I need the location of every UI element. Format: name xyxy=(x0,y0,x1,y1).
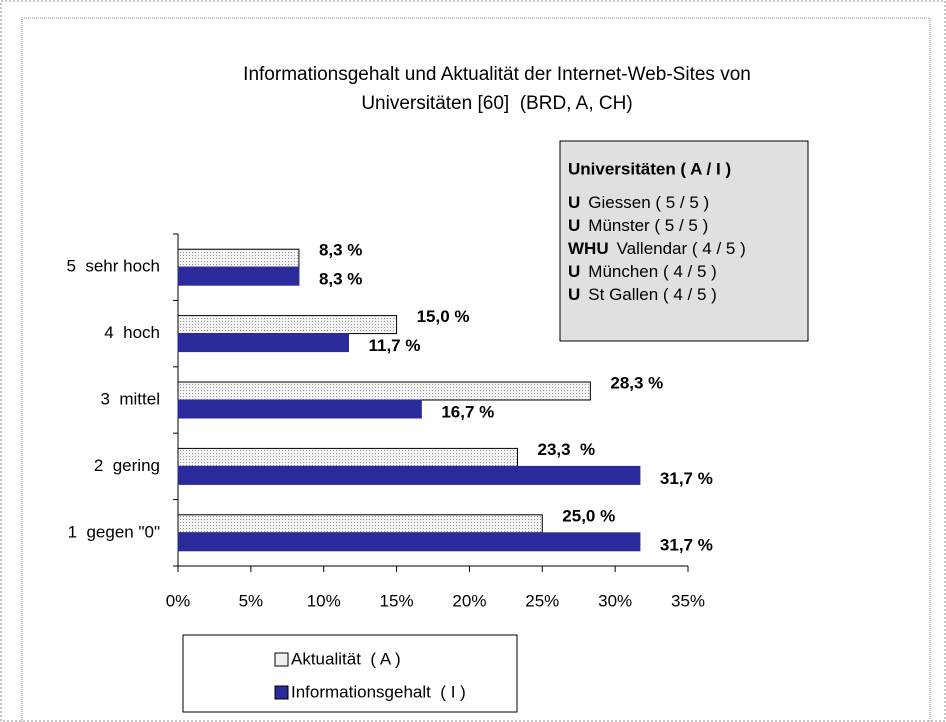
data-label: 8,3 % xyxy=(319,241,362,260)
bar xyxy=(177,447,519,467)
info-text: Münster ( 5 / 5 ) xyxy=(588,216,708,235)
bar xyxy=(177,248,300,268)
info-text: Giessen ( 5 / 5 ) xyxy=(588,193,709,212)
y-tick-label: 5 sehr hoch xyxy=(66,257,160,276)
chart-title: Informationsgehalt und Aktualität der In… xyxy=(243,64,751,85)
x-tick-label: 30% xyxy=(598,591,632,610)
legend xyxy=(182,634,518,713)
info-box xyxy=(559,140,809,342)
info-text: München ( 4 / 5 ) xyxy=(588,262,717,281)
data-label: 16,7 % xyxy=(441,402,494,421)
x-tick-label: 5% xyxy=(239,591,264,610)
info-prefix: U xyxy=(568,285,580,304)
y-tick-label: 2 gering xyxy=(94,456,160,475)
data-label: 23,3 % xyxy=(538,440,596,459)
bar xyxy=(177,266,300,286)
legend-swatch xyxy=(274,685,289,700)
chart-frame xyxy=(21,17,931,722)
bar xyxy=(177,465,641,485)
info-prefix: U xyxy=(568,193,580,212)
data-label: 8,3 % xyxy=(319,270,362,289)
info-item: U Giessen ( 5 / 5 ) xyxy=(568,193,709,212)
data-label: 31,7 % xyxy=(660,535,713,554)
y-tick-label: 3 mittel xyxy=(100,389,160,408)
bar xyxy=(177,532,641,552)
info-prefix: U xyxy=(568,262,580,281)
chart-title: Universitäten [60] (BRD, A, CH) xyxy=(361,93,632,114)
data-label: 15,0 % xyxy=(417,307,470,326)
info-prefix: U xyxy=(568,216,580,235)
legend-label: Informationsgehalt ( I ) xyxy=(291,682,466,701)
bar xyxy=(177,333,349,353)
info-item: U Münster ( 5 / 5 ) xyxy=(568,216,708,235)
x-tick-label: 15% xyxy=(380,591,414,610)
legend-swatch xyxy=(274,652,289,667)
info-text: Vallendar ( 4 / 5 ) xyxy=(617,239,746,258)
x-tick-label: 20% xyxy=(452,591,486,610)
data-label: 31,7 % xyxy=(660,469,713,488)
data-label: 28,3 % xyxy=(610,373,663,392)
info-text: St Gallen ( 4 / 5 ) xyxy=(588,285,717,304)
bar xyxy=(177,399,422,419)
bar xyxy=(177,315,398,335)
x-tick-label: 10% xyxy=(307,591,341,610)
y-tick-label: 4 hoch xyxy=(104,323,160,342)
data-label: 11,7 % xyxy=(368,336,420,355)
x-tick-label: 0% xyxy=(166,591,191,610)
info-item: U St Gallen ( 4 / 5 ) xyxy=(568,285,717,304)
info-title: Universitäten ( A / I ) xyxy=(568,159,731,178)
y-tick-label: 1 gegen "0" xyxy=(68,522,160,541)
info-item: WHU Vallendar ( 4 / 5 ) xyxy=(568,239,746,258)
x-tick-label: 35% xyxy=(671,591,705,610)
info-prefix: WHU xyxy=(568,239,609,258)
bar xyxy=(177,381,591,401)
x-tick-label: 25% xyxy=(525,591,559,610)
bar xyxy=(177,514,543,534)
data-label: 25,0 % xyxy=(562,506,615,525)
info-item: U München ( 4 / 5 ) xyxy=(568,262,717,281)
legend-label: Aktualität ( A ) xyxy=(291,649,401,668)
